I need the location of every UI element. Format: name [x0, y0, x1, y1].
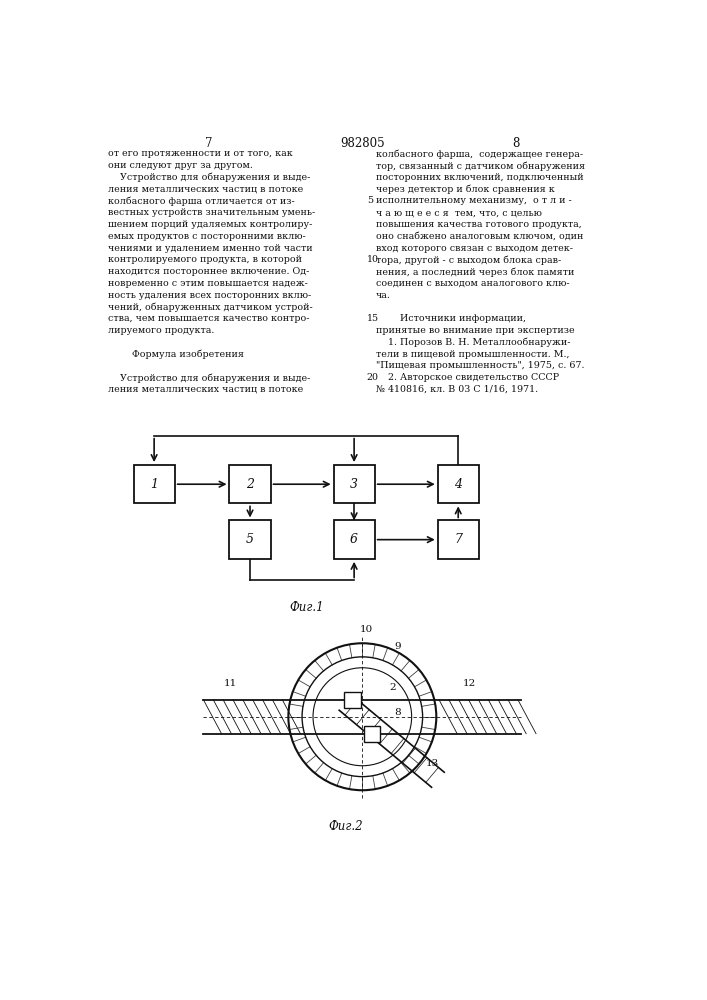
- Text: исполнительному механизму,  о т л и -: исполнительному механизму, о т л и -: [376, 196, 572, 205]
- Text: 2: 2: [389, 683, 396, 692]
- Text: 5: 5: [367, 196, 373, 205]
- Text: ча.: ча.: [376, 291, 391, 300]
- Text: принятые во внимание при экспертизе: принятые во внимание при экспертизе: [376, 326, 575, 335]
- Text: посторонних включений, подключенный: посторонних включений, подключенный: [376, 173, 584, 182]
- Text: чений, обнаруженных датчиком устрой-: чений, обнаруженных датчиком устрой-: [107, 302, 312, 312]
- Bar: [438, 465, 479, 503]
- Text: № 410816, кл. В 03 С 1/16, 1971.: № 410816, кл. В 03 С 1/16, 1971.: [376, 385, 538, 394]
- Text: ления металлических частиц в потоке: ления металлических частиц в потоке: [107, 385, 303, 394]
- Text: 8: 8: [395, 708, 402, 717]
- Text: 1. Порозов В. Н. Металлообнаружи-: 1. Порозов В. Н. Металлообнаружи-: [376, 338, 571, 347]
- Text: 11: 11: [224, 679, 238, 688]
- Text: тор, связанный с датчиком обнаружения: тор, связанный с датчиком обнаружения: [376, 161, 585, 171]
- Text: 2. Авторское свидетельство СССР: 2. Авторское свидетельство СССР: [376, 373, 559, 382]
- Text: оно снабжено аналоговым ключом, один: оно снабжено аналоговым ключом, один: [376, 232, 583, 241]
- Bar: [334, 520, 375, 559]
- Text: Устройство для обнаружения и выде-: Устройство для обнаружения и выде-: [107, 373, 310, 383]
- Text: 6: 6: [350, 533, 358, 546]
- Text: Фиг.1: Фиг.1: [289, 601, 324, 614]
- Text: контролируемого продукта, в которой: контролируемого продукта, в которой: [107, 255, 302, 264]
- Text: чениями и удалением именно той части: чениями и удалением именно той части: [107, 244, 312, 253]
- Text: 10: 10: [360, 625, 373, 634]
- Bar: [134, 465, 175, 503]
- Text: соединен с выходом аналогового клю-: соединен с выходом аналогового клю-: [376, 279, 570, 288]
- Text: находится постороннее включение. Од-: находится постороннее включение. Од-: [107, 267, 309, 276]
- Text: ч а ю щ е е с я  тем, что, с целью: ч а ю щ е е с я тем, что, с целью: [376, 208, 542, 217]
- Text: повышения качества готового продукта,: повышения качества готового продукта,: [376, 220, 582, 229]
- Bar: [344, 692, 361, 708]
- Text: 10: 10: [367, 255, 379, 264]
- Text: 1: 1: [150, 478, 158, 491]
- Text: 3: 3: [350, 478, 358, 491]
- Text: нения, а последний через блок памяти: нения, а последний через блок памяти: [376, 267, 574, 277]
- Text: 20: 20: [367, 373, 379, 382]
- Text: тели в пищевой промышленности. М.,: тели в пищевой промышленности. М.,: [376, 350, 570, 359]
- Bar: [364, 726, 380, 742]
- Text: 8: 8: [512, 137, 520, 150]
- Text: шением порций удаляемых контролиру-: шением порций удаляемых контролиру-: [107, 220, 312, 229]
- Text: 7: 7: [205, 137, 213, 150]
- Text: колбасного фарша,  содержащее генера-: колбасного фарша, содержащее генера-: [376, 149, 583, 159]
- Text: колбасного фарша отличается от из-: колбасного фарша отличается от из-: [107, 196, 294, 206]
- Text: 12: 12: [462, 679, 476, 688]
- Text: вестных устройств значительным умень-: вестных устройств значительным умень-: [107, 208, 315, 217]
- Text: они следуют друг за другом.: они следуют друг за другом.: [107, 161, 252, 170]
- Text: 4: 4: [454, 478, 462, 491]
- Text: 7: 7: [454, 533, 462, 546]
- Text: тора, другой - с выходом блока срав-: тора, другой - с выходом блока срав-: [376, 255, 561, 265]
- Bar: [230, 465, 271, 503]
- Text: "Пищевая промышленность", 1975, с. 67.: "Пищевая промышленность", 1975, с. 67.: [376, 361, 585, 370]
- Text: 5: 5: [246, 533, 254, 546]
- Text: емых продуктов с посторонними вклю-: емых продуктов с посторонними вклю-: [107, 232, 305, 241]
- Text: через детектор и блок сравнения к: через детектор и блок сравнения к: [376, 185, 555, 194]
- Text: лируемого продукта.: лируемого продукта.: [107, 326, 214, 335]
- Text: ства, чем повышается качество контро-: ства, чем повышается качество контро-: [107, 314, 309, 323]
- Text: 13: 13: [426, 759, 439, 768]
- Text: ления металлических частиц в потоке: ления металлических частиц в потоке: [107, 185, 303, 194]
- Text: Устройство для обнаружения и выде-: Устройство для обнаружения и выде-: [107, 173, 310, 182]
- Bar: [230, 520, 271, 559]
- Text: от его протяженности и от того, как: от его протяженности и от того, как: [107, 149, 292, 158]
- Text: ность удаления всех посторонних вклю-: ность удаления всех посторонних вклю-: [107, 291, 311, 300]
- Text: 2: 2: [246, 478, 254, 491]
- Text: вход которого связан с выходом детек-: вход которого связан с выходом детек-: [376, 244, 573, 253]
- Text: Источники информации,: Источники информации,: [376, 314, 526, 323]
- Text: Формула изобретения: Формула изобретения: [107, 350, 243, 359]
- Bar: [334, 465, 375, 503]
- Text: 15: 15: [367, 314, 379, 323]
- Bar: [438, 520, 479, 559]
- Text: 9: 9: [395, 642, 402, 651]
- Text: Фиг.2: Фиг.2: [329, 820, 363, 833]
- Text: новременно с этим повышается надеж-: новременно с этим повышается надеж-: [107, 279, 308, 288]
- Text: 982805: 982805: [340, 137, 385, 150]
